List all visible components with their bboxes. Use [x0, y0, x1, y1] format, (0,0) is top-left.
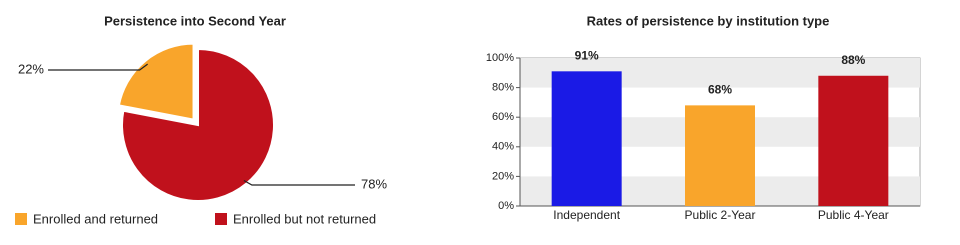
pie-label: 78% — [361, 176, 387, 191]
leader-line — [48, 63, 148, 71]
y-tick-label: 0% — [498, 200, 514, 212]
bar — [551, 71, 622, 206]
legend-swatch — [215, 213, 227, 225]
bar — [685, 105, 755, 206]
legend-swatch — [15, 213, 27, 225]
pie-slice — [121, 47, 275, 202]
bar — [818, 75, 889, 206]
bar-value-label: 88% — [841, 53, 865, 67]
y-tick-label: 100% — [486, 52, 514, 64]
pie-title: Persistence into Second Year — [104, 13, 286, 28]
bar-title: Rates of persistence by institution type — [587, 13, 830, 28]
legend-label: Enrolled but not returned — [233, 211, 376, 226]
legend-label: Enrolled and returned — [33, 211, 158, 226]
y-tick-label: 20% — [492, 170, 514, 182]
pie-slice — [117, 42, 195, 121]
leader-line — [243, 179, 355, 186]
bar-value-label: 68% — [708, 83, 732, 97]
x-tick-label: Public 4-Year — [818, 208, 889, 222]
y-tick-label: 60% — [492, 111, 514, 123]
pie-label: 22% — [18, 61, 44, 76]
y-tick-label: 40% — [492, 141, 514, 153]
y-tick-label: 80% — [492, 82, 514, 94]
x-tick-label: Independent — [553, 208, 620, 222]
x-tick-label: Public 2-Year — [685, 208, 756, 222]
bar-value-label: 91% — [575, 48, 599, 62]
